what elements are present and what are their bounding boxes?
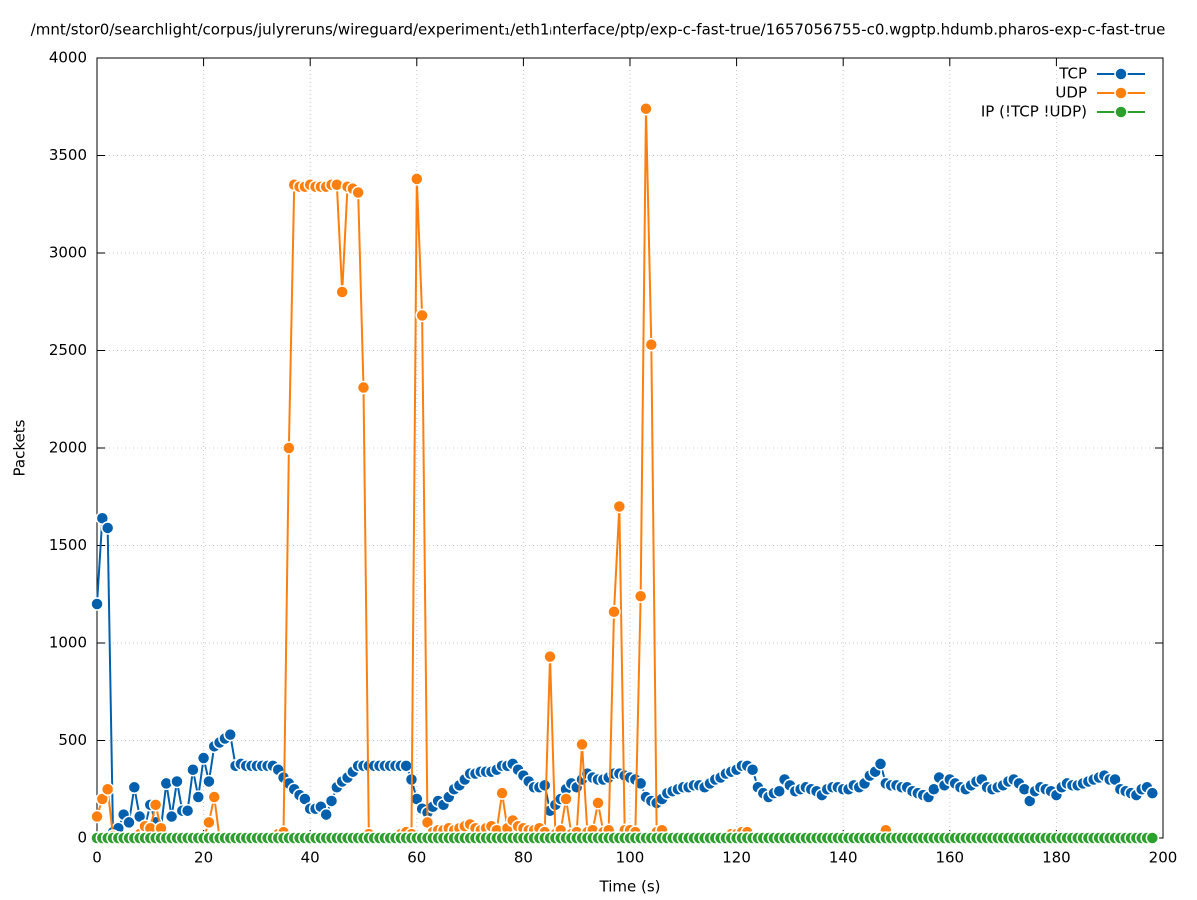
- data-point: [324, 794, 339, 808]
- data-point: [100, 782, 115, 796]
- data-point: [100, 521, 115, 535]
- data-point: [351, 185, 365, 200]
- data-point: [356, 380, 371, 395]
- x-tick-label: 120: [722, 849, 751, 867]
- x-axis-label: Time (s): [599, 878, 661, 896]
- y-tick-label: 1000: [49, 634, 87, 652]
- y-tick-label: 3500: [49, 146, 87, 164]
- data-point: [191, 790, 206, 804]
- x-tick-label: 160: [935, 849, 964, 867]
- legend-label: UDP: [1055, 84, 1087, 102]
- chart-title: /mnt/stor0/searchlight/corpus/julyreruns…: [31, 21, 1166, 39]
- data-point: [399, 759, 413, 773]
- y-tick-label: 0: [77, 829, 87, 847]
- x-tick-label: 140: [829, 849, 858, 867]
- legend-marker: [1114, 67, 1128, 81]
- data-point: [612, 499, 627, 514]
- x-tick-label: 100: [616, 849, 645, 867]
- data-point: [410, 172, 424, 186]
- legend-label: TCP: [1058, 65, 1087, 83]
- data-point: [90, 597, 104, 611]
- series-line: [96, 108, 1148, 839]
- data-point: [202, 815, 216, 830]
- data-point: [164, 809, 179, 824]
- legend-label: IP (!TCP !UDP): [981, 103, 1087, 121]
- data-point: [644, 337, 659, 352]
- y-axis-label: Packets: [11, 419, 29, 476]
- data-point: [127, 780, 142, 795]
- data-point: [543, 649, 557, 664]
- data-point: [196, 751, 211, 765]
- data-point: [633, 589, 648, 603]
- data-point: [559, 792, 573, 806]
- data-point: [415, 308, 429, 323]
- data-point: [170, 774, 184, 789]
- data-point: [1145, 786, 1160, 800]
- y-tick-label: 3000: [49, 244, 87, 262]
- data-point: [122, 815, 136, 830]
- data-point: [207, 790, 222, 804]
- data-point: [495, 786, 509, 800]
- x-tick-label: 40: [301, 849, 320, 867]
- y-tick-label: 4000: [49, 49, 87, 67]
- y-tick-label: 500: [58, 731, 87, 749]
- data-point: [575, 737, 589, 752]
- data-point: [607, 605, 621, 619]
- data-point: [319, 807, 333, 822]
- data-point: [186, 763, 200, 777]
- data-point: [180, 803, 195, 818]
- data-point: [1145, 831, 1160, 845]
- y-tick-label: 1500: [49, 536, 87, 554]
- data-point: [148, 798, 163, 812]
- data-point: [745, 763, 760, 777]
- x-tick-label: 60: [407, 849, 426, 867]
- data-point: [639, 101, 653, 116]
- y-tick-label: 2500: [49, 341, 87, 359]
- data-point: [202, 774, 216, 789]
- data-point: [537, 778, 552, 793]
- x-tick-label: 200: [1149, 849, 1178, 867]
- data-point: [335, 285, 349, 299]
- x-tick-label: 180: [1042, 849, 1071, 867]
- legend-marker: [1114, 105, 1128, 119]
- legend-marker: [1114, 86, 1128, 100]
- x-tick-label: 20: [194, 849, 213, 867]
- x-tick-label: 0: [92, 849, 102, 867]
- data-point: [90, 809, 104, 824]
- data-point: [633, 776, 648, 791]
- data-point: [772, 784, 786, 798]
- x-tick-label: 80: [514, 849, 533, 867]
- data-point: [591, 796, 605, 810]
- data-point: [873, 757, 888, 771]
- data-point: [282, 441, 296, 455]
- y-tick-label: 2000: [49, 439, 87, 457]
- data-point: [223, 727, 237, 742]
